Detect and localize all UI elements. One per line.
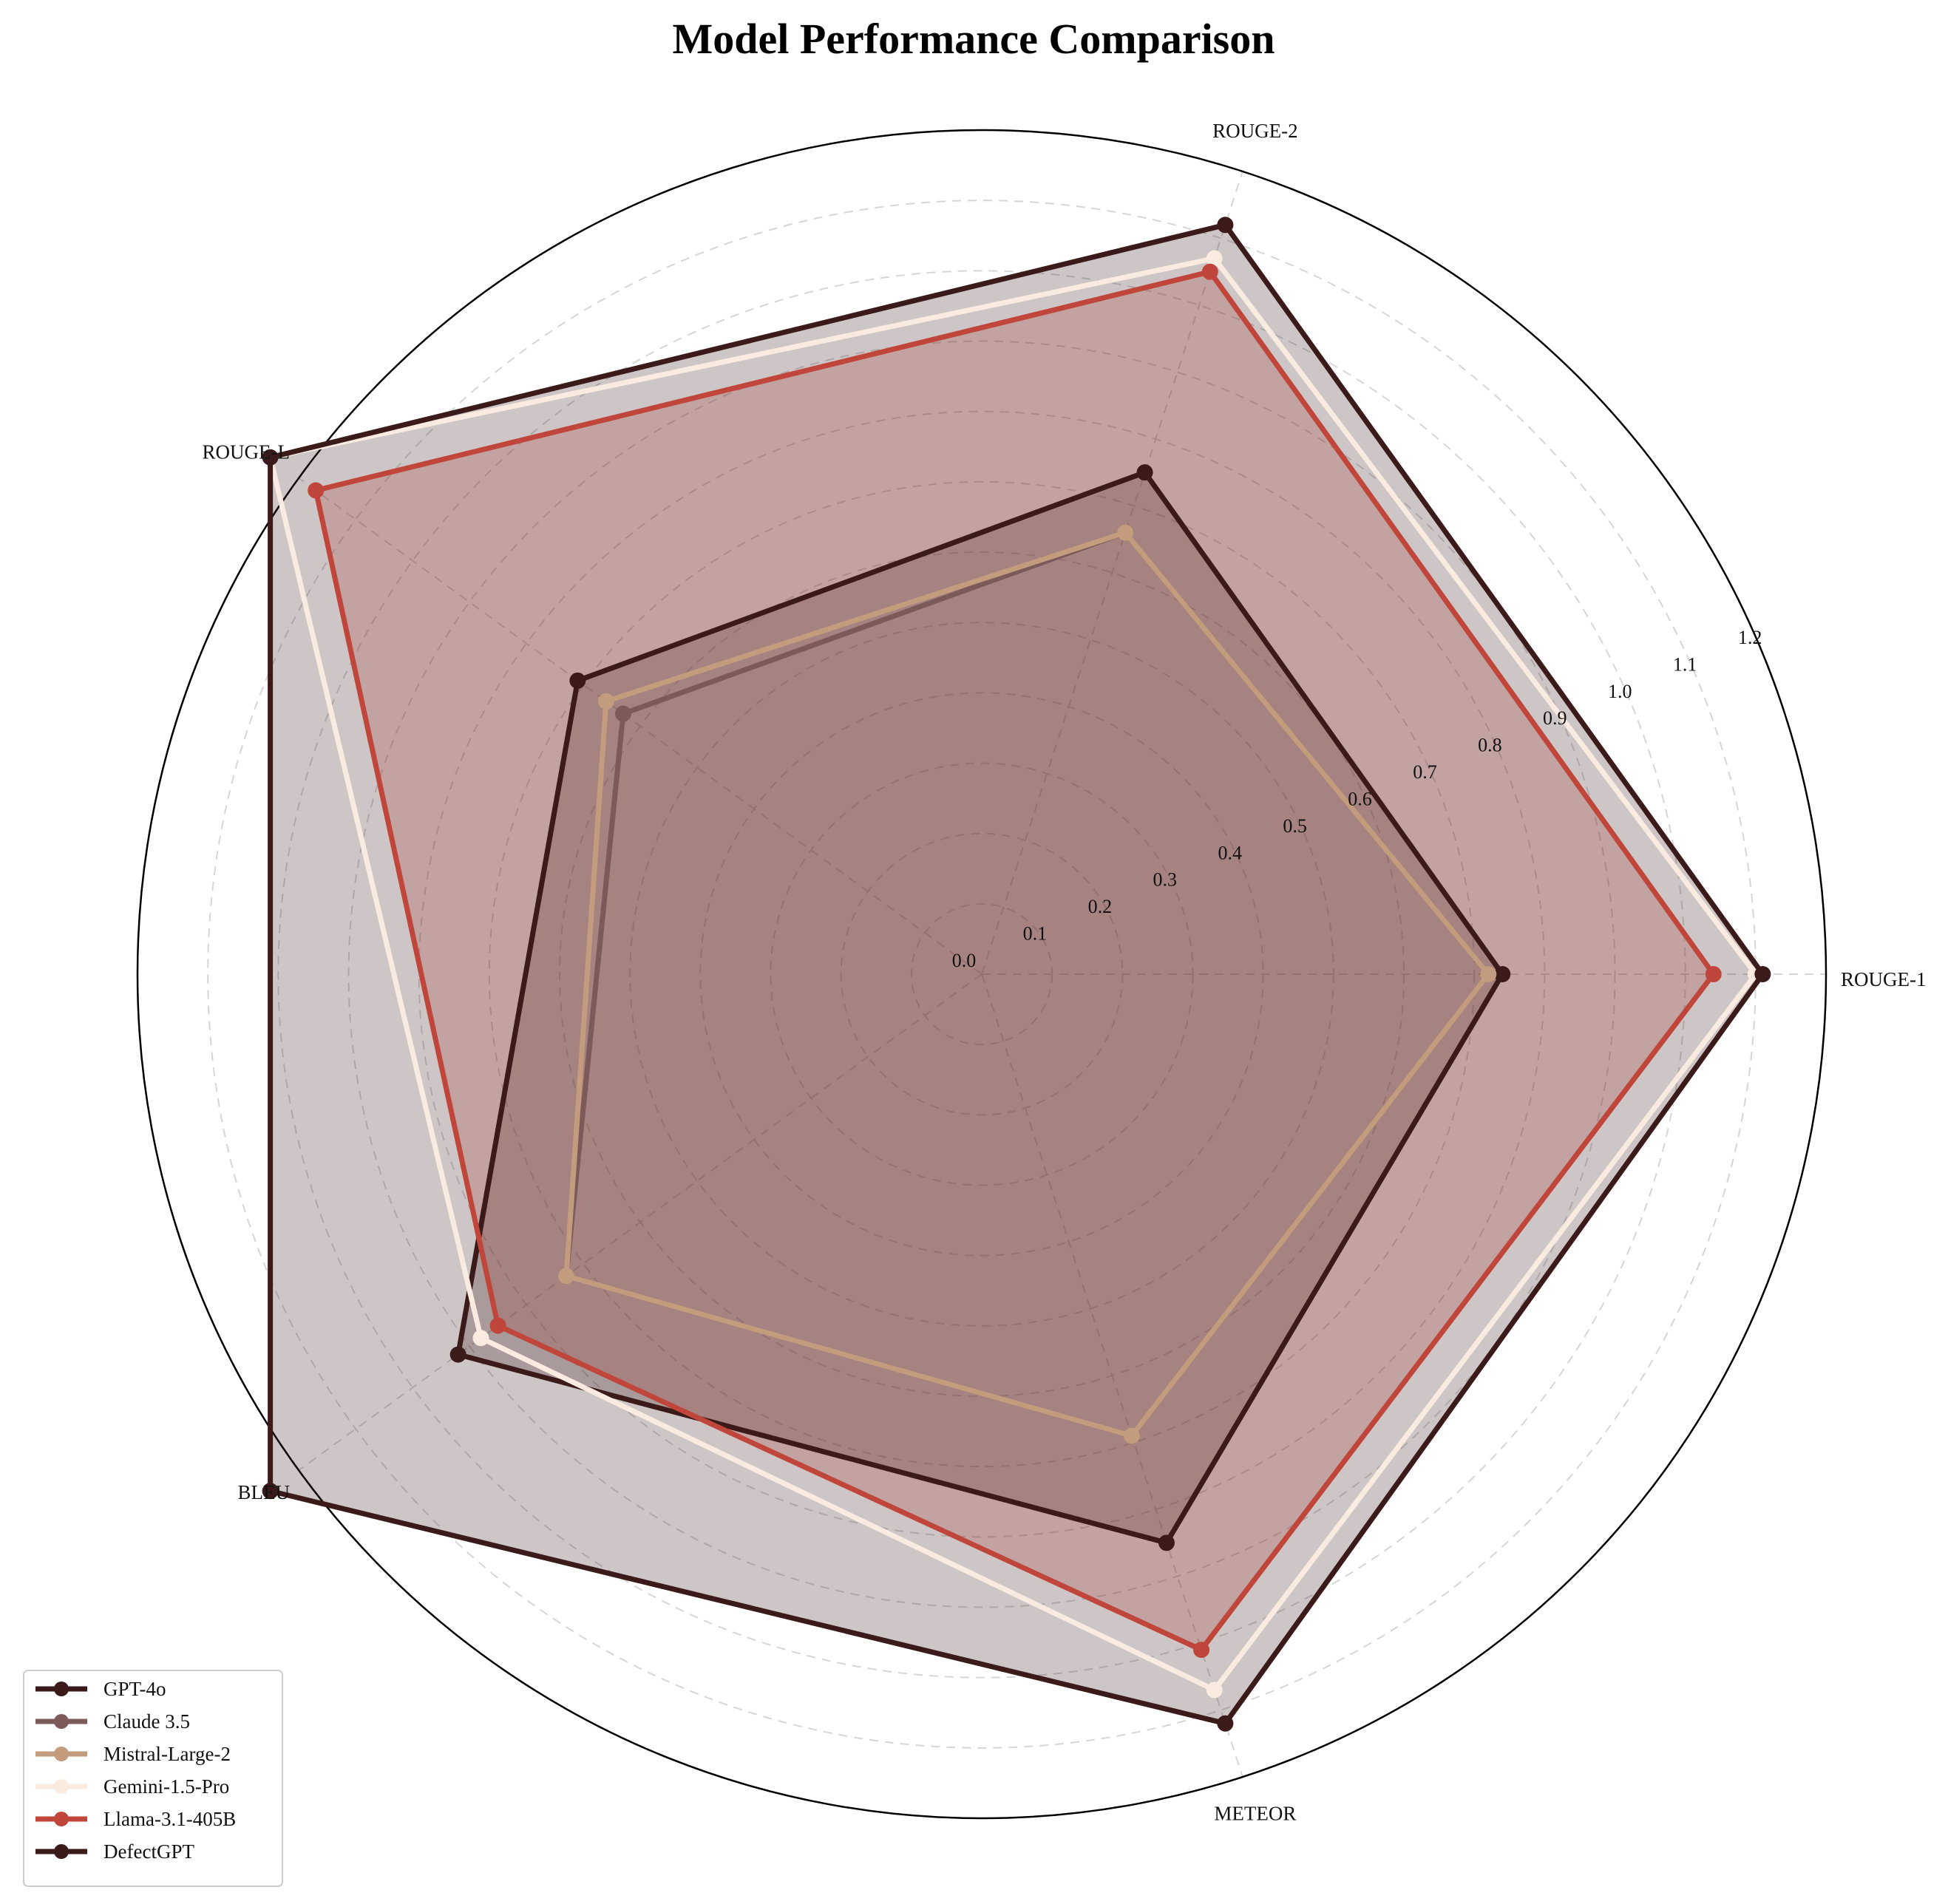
legend-marker <box>54 1747 69 1761</box>
series-point <box>597 693 614 710</box>
series-point <box>449 1346 466 1363</box>
series-point <box>1217 1715 1234 1732</box>
legend-label: Llama-3.1-405B <box>103 1808 236 1830</box>
radial-tick-label: 0.9 <box>1543 707 1567 729</box>
axis-labels: ROUGE-1 ROUGE-2 ROUGE-L BLEU METEOR <box>202 120 1926 1825</box>
grid-spoke <box>298 973 983 1472</box>
series-line <box>563 529 1492 1439</box>
legend-marker <box>54 1779 69 1794</box>
series-line-layer <box>262 217 1771 1732</box>
series-point <box>1117 524 1134 541</box>
series-point <box>472 1330 489 1347</box>
radial-tick-label: 0.3 <box>1153 869 1178 891</box>
legend-label: Gemini-1.5-Pro <box>103 1775 229 1798</box>
radial-tick-label: 0.2 <box>1088 896 1113 917</box>
series-point <box>1480 966 1497 982</box>
legend-label: Claude 3.5 <box>103 1710 190 1733</box>
radial-tick-label: 1.1 <box>1673 653 1697 675</box>
radial-tick-label: 0.4 <box>1218 842 1242 863</box>
legend-label: DefectGPT <box>103 1840 194 1863</box>
series-area <box>270 225 1763 1724</box>
series-point <box>1754 966 1771 982</box>
series-line <box>455 469 1506 1546</box>
chart-title: Model Performance Comparison <box>672 15 1275 63</box>
legend-label: Mistral-Large-2 <box>103 1743 231 1765</box>
series-point <box>1217 217 1234 234</box>
radial-tick-labels: 0.0 0.1 0.2 0.3 0.4 0.5 0.6 0.7 0.8 0.9 1.0 1.1 1.2 <box>952 627 1762 971</box>
series-point <box>569 672 586 689</box>
legend: GPT-4o Claude 3.5 Mistral-Large-2 Gemini-1.… <box>23 1670 283 1887</box>
axis-label-meteor: METEOR <box>1214 1803 1296 1825</box>
series-line <box>268 222 1766 1727</box>
series-line <box>313 268 1717 1653</box>
radial-tick-label: 0.1 <box>1023 923 1048 945</box>
series-area <box>458 472 1503 1543</box>
series-line <box>267 255 1759 1693</box>
series-point <box>1206 250 1223 267</box>
series-point <box>1136 464 1153 481</box>
series-point <box>1206 1682 1223 1699</box>
grid-spoke <box>981 171 1243 975</box>
legend-marker <box>54 1844 69 1859</box>
series-point <box>308 482 325 499</box>
legend-marker <box>54 1714 69 1729</box>
series-point <box>1123 1427 1140 1444</box>
outer-circle <box>136 129 1827 1820</box>
series-point <box>262 449 279 466</box>
grid-circle <box>770 762 1194 1186</box>
axis-label-rouge-l: ROUGE-L <box>202 441 289 463</box>
series-fill-layer <box>270 225 1763 1724</box>
grid-circle <box>629 622 1334 1327</box>
radial-tick-label: 1.2 <box>1738 627 1762 648</box>
grid-circle <box>347 340 1616 1608</box>
axis-label-rouge-2: ROUGE-2 <box>1212 120 1298 142</box>
radial-tick-label: 0.6 <box>1348 788 1372 809</box>
radial-tick-label: 0.5 <box>1283 815 1307 837</box>
legend-marker <box>54 1682 69 1696</box>
radial-tick-label: 0.0 <box>952 950 977 971</box>
legend-label: GPT-4o <box>103 1678 166 1700</box>
series-point <box>1158 1534 1175 1551</box>
radial-tick-label: 0.7 <box>1413 761 1437 783</box>
grid-spoke <box>298 477 983 975</box>
axis-label-rouge-1: ROUGE-1 <box>1841 968 1927 990</box>
axis-label-bleu: BLEU <box>237 1481 290 1503</box>
series-point <box>1705 966 1722 982</box>
radial-tick-label: 0.8 <box>1478 735 1502 756</box>
series-point <box>614 705 631 722</box>
legend-box <box>23 1670 283 1887</box>
series-point <box>1193 1642 1210 1659</box>
series-point <box>557 1268 574 1285</box>
legend-marker <box>54 1812 69 1826</box>
series-point <box>489 1317 506 1334</box>
grid-circle <box>488 480 1476 1468</box>
radial-tick-label: 1.0 <box>1608 681 1632 702</box>
series-point <box>262 1483 279 1500</box>
series-point <box>1494 966 1511 982</box>
series-point <box>1201 263 1218 280</box>
